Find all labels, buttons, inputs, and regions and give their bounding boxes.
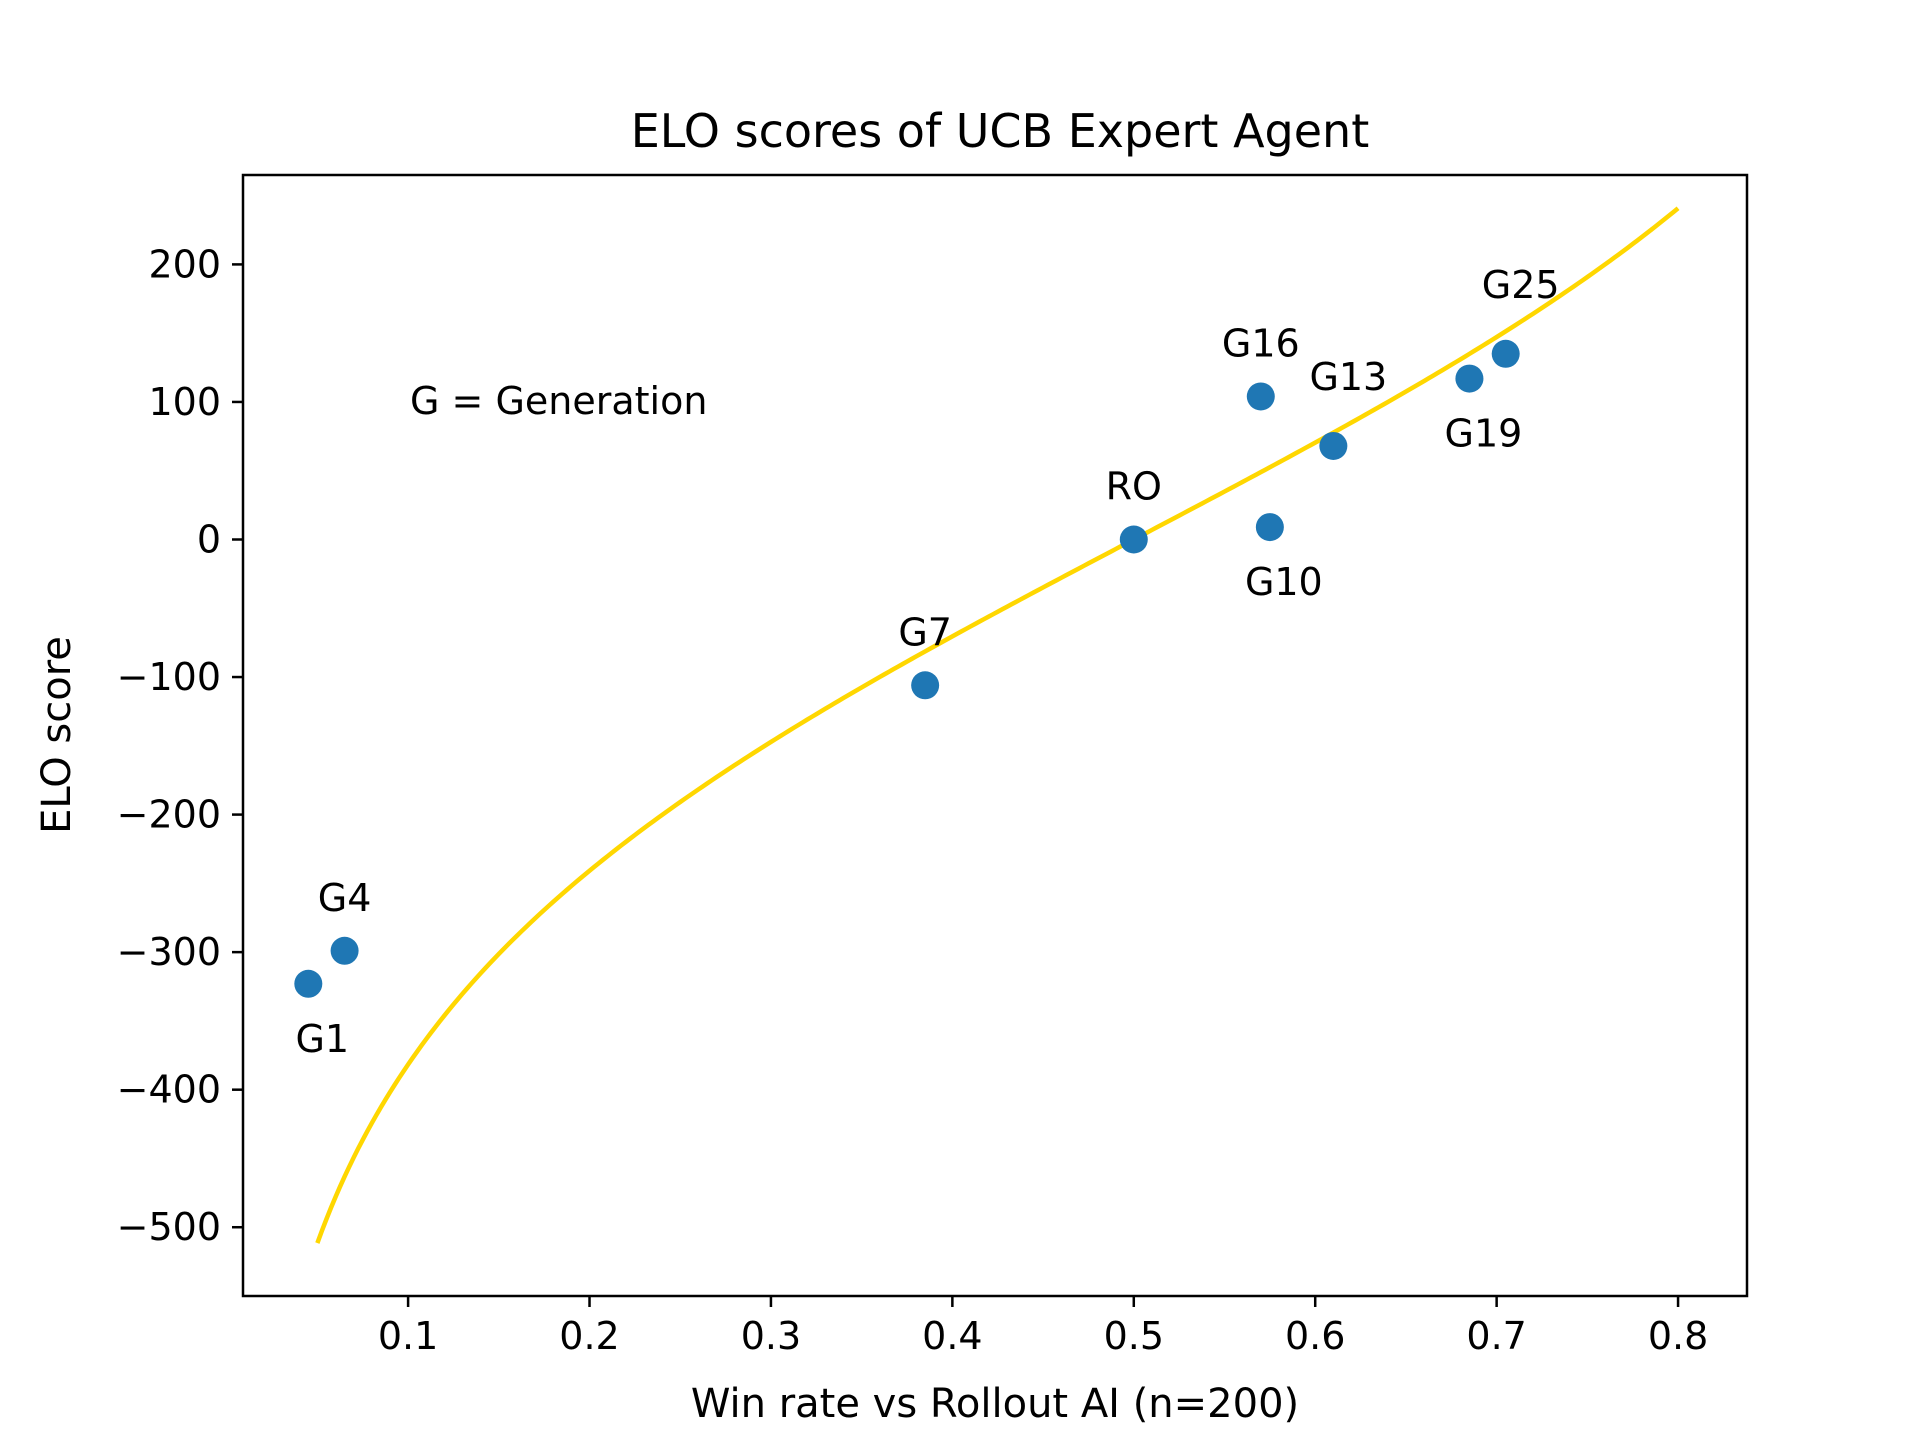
data-point-g13 (1319, 431, 1348, 460)
y-tick-label: −500 (117, 1205, 221, 1249)
data-point-g16 (1246, 382, 1275, 411)
data-point-g7 (911, 671, 940, 700)
x-tick-label: 0.8 (1648, 1314, 1708, 1358)
x-tick-label: 0.1 (378, 1314, 438, 1358)
point-label-g10: G10 (1245, 560, 1323, 604)
point-label-g19: G19 (1445, 412, 1523, 456)
point-label-ro: RO (1106, 464, 1162, 508)
data-point-g19 (1455, 364, 1484, 393)
data-point-g4 (330, 936, 359, 965)
y-tick-label: −300 (117, 930, 221, 974)
x-tick-label: 0.6 (1285, 1314, 1345, 1358)
y-axis-ticks: 200 100 0 −100 −200 −300 −400 −500 (117, 242, 243, 1249)
x-tick-label: 0.4 (922, 1314, 982, 1358)
y-tick-label: 200 (148, 242, 221, 286)
chart-title: ELO scores of UCB Expert Agent (631, 104, 1370, 158)
data-point-g1 (294, 969, 323, 998)
point-label-g1: G1 (295, 1017, 349, 1061)
x-tick-label: 0.7 (1466, 1314, 1526, 1358)
y-axis-label: ELO score (34, 636, 80, 834)
x-tick-label: 0.5 (1104, 1314, 1164, 1358)
y-tick-label: 0 (197, 517, 221, 561)
fit-curve (315, 206, 1680, 1244)
point-label-g25: G25 (1482, 263, 1560, 307)
x-axis-ticks: 0.1 0.2 0.3 0.4 0.5 0.6 0.7 0.8 (378, 1296, 1708, 1358)
data-point-ro (1119, 525, 1148, 554)
x-tick-label: 0.2 (559, 1314, 619, 1358)
point-label-g16: G16 (1222, 321, 1300, 365)
point-label-g13: G13 (1309, 355, 1387, 399)
x-axis-label: Win rate vs Rollout AI (n=200) (691, 1381, 1299, 1427)
y-tick-label: −400 (117, 1068, 221, 1112)
data-point-g10 (1255, 513, 1284, 542)
plot-frame (241, 173, 1749, 1298)
data-point-g25 (1491, 339, 1520, 368)
y-tick-label: 100 (148, 380, 221, 424)
point-label-g4: G4 (318, 876, 372, 920)
fit-curve-layer (315, 206, 1680, 1244)
x-tick-label: 0.3 (741, 1314, 801, 1358)
legend-note: G = Generation (410, 379, 707, 423)
y-tick-label: −100 (117, 655, 221, 699)
data-points-layer (294, 339, 1520, 998)
y-tick-label: −200 (117, 793, 221, 837)
point-label-g7: G7 (898, 610, 952, 654)
